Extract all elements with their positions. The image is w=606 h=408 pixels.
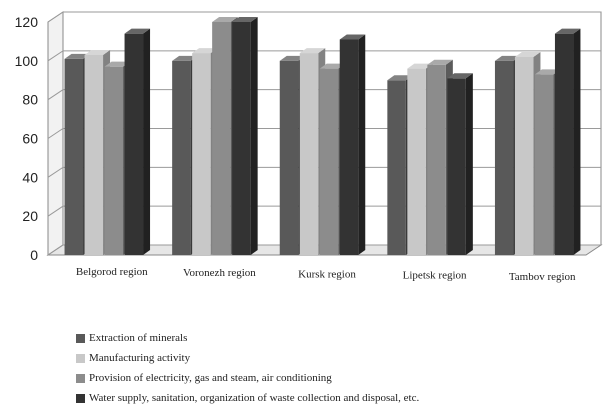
bar-side xyxy=(573,28,581,256)
bar-front xyxy=(172,60,191,256)
legend-swatch xyxy=(76,333,85,343)
bar-top xyxy=(514,51,541,57)
bar-top xyxy=(427,59,453,65)
legend-item: Provision of electricity, gas and steam,… xyxy=(76,368,419,388)
category-label: Kursk region xyxy=(298,268,356,280)
bar-top xyxy=(319,63,346,69)
bar-front xyxy=(514,56,534,256)
legend-item: Manufacturing activity xyxy=(76,348,419,368)
bar-front xyxy=(447,78,466,255)
bar-top xyxy=(172,55,198,61)
legend-label: Extraction of minerals xyxy=(89,332,188,344)
gridline xyxy=(47,11,601,23)
bar-front xyxy=(124,33,144,256)
legend-label: Provision of electricity, gas and steam,… xyxy=(89,372,332,384)
y-tick-label: 20 xyxy=(22,208,38,224)
bar-top xyxy=(279,55,306,61)
bar-top xyxy=(407,63,433,69)
legend-label: Water supply, sanitation, organization o… xyxy=(89,392,420,404)
bar-front xyxy=(64,58,84,256)
bar-front xyxy=(104,66,124,256)
legend-label: Manufacturing activity xyxy=(89,352,191,364)
bar-front xyxy=(279,60,299,256)
bar-front xyxy=(299,53,319,255)
bar-front xyxy=(319,68,339,255)
bar-front xyxy=(387,80,406,255)
legend-swatch xyxy=(76,373,85,383)
bar-front xyxy=(534,74,554,255)
bar-top xyxy=(84,50,111,56)
bar-top xyxy=(124,28,151,34)
bar-top xyxy=(554,28,581,34)
category-labels: Belgorod region Voronezh region Kursk regi… xyxy=(76,266,576,283)
bar-front xyxy=(427,64,446,255)
chart: 0 20 40 60 80 100 120 Belgorod region Voronezh … xyxy=(15,11,603,283)
legend-item: Water supply, sanitation, organization o… xyxy=(76,388,419,408)
bar-front xyxy=(339,39,359,255)
y-tick-label: 40 xyxy=(22,169,38,185)
bar-top xyxy=(387,75,413,81)
bar-front xyxy=(212,22,231,255)
bar-front xyxy=(192,53,211,255)
bar-top xyxy=(534,69,561,75)
bar-front xyxy=(84,55,104,256)
bar xyxy=(447,73,473,255)
bar xyxy=(339,34,366,255)
bar-top xyxy=(64,53,91,59)
bar xyxy=(124,28,151,256)
bars xyxy=(64,17,581,256)
bar-front xyxy=(554,33,574,256)
category-label: Voronezh region xyxy=(183,267,256,279)
bar-top xyxy=(232,17,258,22)
bar-front xyxy=(494,60,514,256)
bar-top xyxy=(192,48,218,54)
legend-swatch xyxy=(76,353,85,363)
bar-top xyxy=(494,55,521,61)
bar-top xyxy=(299,48,326,54)
legend: Extraction of minerals Manufacturing acti… xyxy=(76,328,419,408)
bar xyxy=(554,28,581,256)
bar-top xyxy=(104,61,131,67)
bar-side xyxy=(465,73,473,255)
category-label: Tambov region xyxy=(509,271,576,283)
gridline xyxy=(47,50,601,62)
y-tick-label: 80 xyxy=(22,92,38,108)
y-axis-ticks: 0 20 40 60 80 100 120 xyxy=(15,14,39,263)
bar-top xyxy=(447,73,473,79)
bar-top xyxy=(212,17,238,22)
bar-side xyxy=(250,17,258,255)
bar-front xyxy=(407,68,426,255)
bar-side xyxy=(358,34,366,255)
category-label: Belgorod region xyxy=(76,266,148,278)
bar-top xyxy=(339,34,366,40)
legend-swatch xyxy=(76,393,85,403)
y-tick-label: 0 xyxy=(30,247,38,263)
bar-front xyxy=(232,22,251,255)
category-label: Lipetsk region xyxy=(403,270,467,282)
y-tick-label: 120 xyxy=(15,14,39,30)
y-tick-label: 100 xyxy=(15,53,39,69)
bar-side xyxy=(143,28,151,256)
bar xyxy=(232,17,258,255)
legend-item: Extraction of minerals xyxy=(76,328,419,348)
y-tick-label: 60 xyxy=(22,131,38,147)
